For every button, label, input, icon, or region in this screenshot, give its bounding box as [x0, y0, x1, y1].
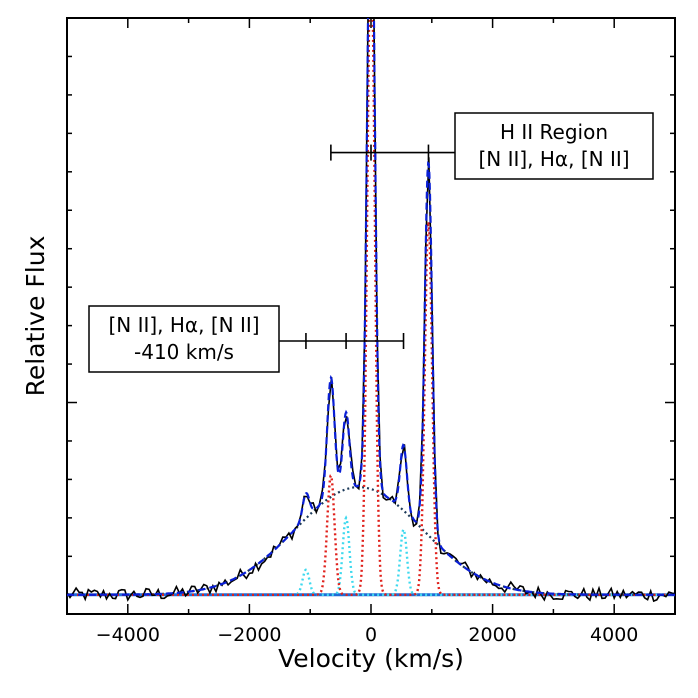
x-tick-label: 4000 [590, 624, 638, 646]
offset-label-line2: -410 km/s [134, 340, 234, 364]
hii-region-box [454, 112, 654, 180]
axis-ticks [66, 17, 676, 614]
x-tick-label: −2000 [217, 624, 281, 646]
total-fit-line [67, 18, 675, 596]
annotation-markers [279, 144, 455, 349]
x-tick-label: −4000 [96, 624, 160, 646]
x-tick-label: 0 [365, 624, 377, 646]
offset-annotation: [N II], Hα, [N II] -410 km/s [88, 305, 280, 373]
hii-region-annotation: H II Region [N II], Hα, [N II] [454, 112, 654, 180]
hii-region-label-line2: [N II], Hα, [N II] [478, 147, 629, 171]
x-tick-label: 2000 [468, 624, 516, 646]
offset-label-line1: [N II], Hα, [N II] [108, 313, 259, 337]
hii-region-label-line1: H II Region [500, 120, 608, 144]
offset-box [88, 305, 280, 373]
x-axis-title: Velocity (km/s) [278, 644, 464, 673]
curves-group [67, 18, 675, 603]
y-axis-title: Relative Flux [21, 236, 50, 397]
